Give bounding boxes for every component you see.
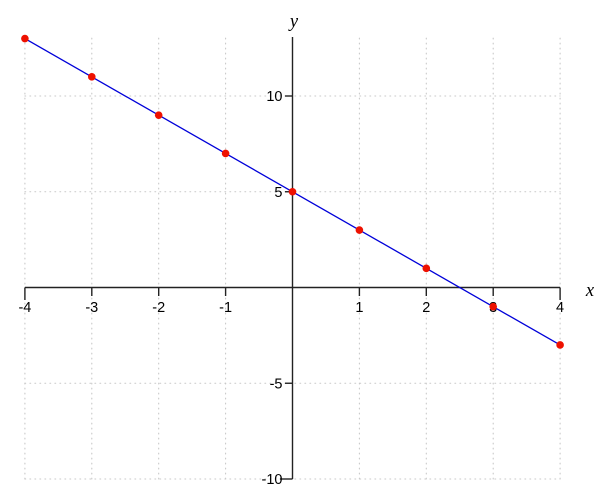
svg-text:-3: -3	[85, 300, 98, 316]
svg-text:y: y	[288, 12, 299, 32]
svg-text:-2: -2	[152, 300, 165, 316]
svg-text:10: 10	[266, 89, 282, 105]
svg-text:-4: -4	[18, 300, 31, 316]
svg-text:1: 1	[355, 300, 363, 316]
svg-text:-5: -5	[270, 376, 283, 392]
svg-text:5: 5	[274, 185, 282, 201]
svg-text:x: x	[585, 281, 595, 301]
svg-text:4: 4	[556, 300, 564, 316]
svg-text:-10: -10	[262, 472, 283, 488]
svg-text:-1: -1	[219, 300, 232, 316]
svg-text:2: 2	[422, 300, 430, 316]
